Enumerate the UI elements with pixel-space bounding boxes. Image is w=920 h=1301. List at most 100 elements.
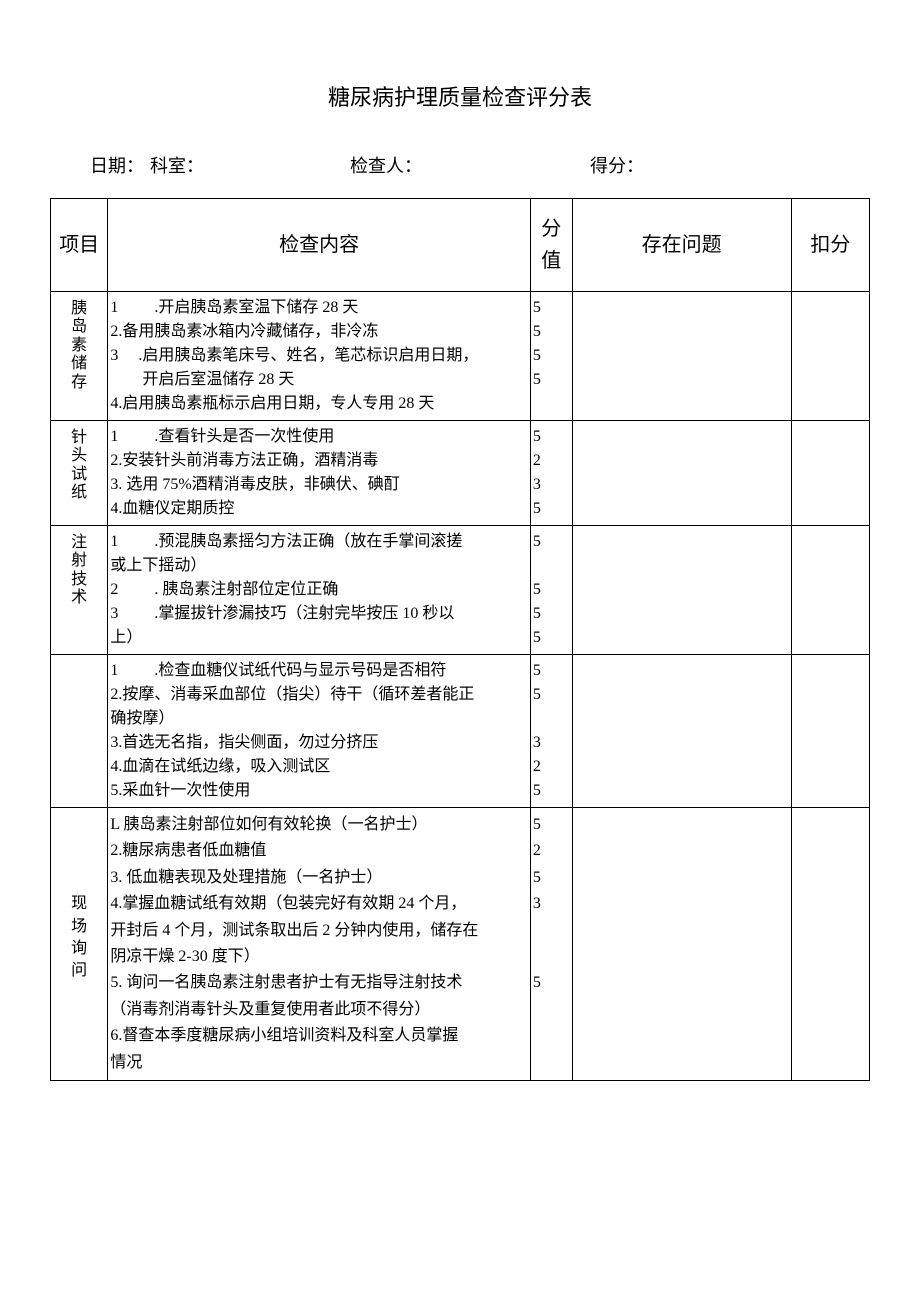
issue-cell (572, 292, 791, 421)
content-line: 2.糖尿病患者低血糖值 (110, 838, 526, 864)
content-line: 1 .开启胰岛素室温下储存 28 天 (110, 296, 526, 320)
score-cell: 55 325 (530, 655, 572, 808)
page-title: 糖尿病护理质量检查评分表 (50, 80, 870, 112)
content-line: 5. 询问一名胰岛素注射患者护士有无指导注射技术 (110, 970, 526, 996)
table-row: 针头试纸1 .查看针头是否一次性使用2.安装针头前消毒方法正确，酒精消毒3. 选… (51, 421, 870, 526)
category-cell: 针头试纸 (51, 421, 108, 526)
score-value: 5 (533, 368, 570, 392)
score-table: 项目 检查内容 分 值 存在问题 扣分 胰岛素储存1 .开启胰岛素室温下储存 2… (50, 198, 870, 1081)
table-body: 胰岛素储存1 .开启胰岛素室温下储存 28 天2.备用胰岛素冰箱内冷藏储存，非冷… (51, 292, 870, 1081)
score-value: 2 (533, 838, 570, 864)
category-cell: 注射技术 (51, 526, 108, 655)
score-value (533, 554, 570, 578)
content-line: 4.血滴在试纸边缘，吸入测试区 (110, 755, 526, 779)
score-value (533, 707, 570, 731)
content-line: 1 .预混胰岛素摇匀方法正确（放在手掌间滚搓 (110, 530, 526, 554)
table-row: 胰岛素储存1 .开启胰岛素室温下储存 28 天2.备用胰岛素冰箱内冷藏储存，非冷… (51, 292, 870, 421)
content-line: 3. 选用 75%酒精消毒皮肤，非碘伏、碘酊 (110, 473, 526, 497)
deduct-cell (791, 421, 869, 526)
content-line: 4.血糖仪定期质控 (110, 497, 526, 521)
content-line: 开启后室温储存 28 天 (110, 368, 526, 392)
issue-cell (572, 808, 791, 1081)
deduct-cell (791, 526, 869, 655)
deduct-cell (791, 808, 869, 1081)
issue-cell (572, 655, 791, 808)
score-cell: 5253 5 (530, 808, 572, 1081)
score-value: 3 (533, 473, 570, 497)
content-line: 2 . 胰岛素注射部位定位正确 (110, 578, 526, 602)
category-cell: 现场询问 (51, 808, 108, 1081)
score-value: 3 (533, 891, 570, 917)
table-row: 现场询问L 胰岛素注射部位如何有效轮换（一名护士）2.糖尿病患者低血糖值3. 低… (51, 808, 870, 1081)
score-value: 5 (533, 497, 570, 521)
score-value: 5 (533, 296, 570, 320)
content-line: 5.采血针一次性使用 (110, 779, 526, 803)
score-cell: 5 555 (530, 526, 572, 655)
issue-cell (572, 421, 791, 526)
score-value: 5 (533, 626, 570, 650)
content-cell: 1 .预混胰岛素摇匀方法正确（放在手掌间滚搓或上下摇动）2 . 胰岛素注射部位定… (108, 526, 531, 655)
content-line: 4.启用胰岛素瓶标示启用日期，专人专用 28 天 (110, 392, 526, 416)
score-value: 5 (533, 344, 570, 368)
score-value: 5 (533, 602, 570, 626)
table-header-row: 项目 检查内容 分 值 存在问题 扣分 (51, 199, 870, 292)
score-value: 5 (533, 683, 570, 707)
score-value: 5 (533, 659, 570, 683)
content-line: L 胰岛素注射部位如何有效轮换（一名护士） (110, 812, 526, 838)
deduct-cell (791, 292, 869, 421)
checker-label: 检查人： (350, 152, 590, 178)
issue-cell (572, 526, 791, 655)
score-value: 5 (533, 578, 570, 602)
table-row: 注射技术1 .预混胰岛素摇匀方法正确（放在手掌间滚搓或上下摇动）2 . 胰岛素注… (51, 526, 870, 655)
score-value: 2 (533, 755, 570, 779)
score-value: 5 (533, 865, 570, 891)
content-line: 或上下摇动） (110, 554, 526, 578)
th-content: 检查内容 (108, 199, 531, 292)
date-label: 日期： (90, 152, 150, 178)
category-cell: 胰岛素储存 (51, 292, 108, 421)
content-line: 3 .启用胰岛素笔床号、姓名，笔芯标识启用日期， (110, 344, 526, 368)
score-cell: 5235 (530, 421, 572, 526)
score-value (533, 918, 570, 944)
content-line: 1 .检查血糖仪试纸代码与显示号码是否相符 (110, 659, 526, 683)
th-deduct: 扣分 (791, 199, 869, 292)
score-cell: 5555 (530, 292, 572, 421)
score-value: 5 (533, 970, 570, 996)
th-issue: 存在问题 (572, 199, 791, 292)
content-line: 3. 低血糖表现及处理措施（一名护士） (110, 865, 526, 891)
deduct-cell (791, 655, 869, 808)
content-line: 2.备用胰岛素冰箱内冷藏储存，非冷冻 (110, 320, 526, 344)
content-line: 2.安装针头前消毒方法正确，酒精消毒 (110, 449, 526, 473)
score-value: 5 (533, 779, 570, 803)
content-line: 2.按摩、消毒采血部位（指尖）待干（循环差者能正 (110, 683, 526, 707)
score-label: 得分： (590, 152, 644, 178)
content-cell: 1 .检查血糖仪试纸代码与显示号码是否相符2.按摩、消毒采血部位（指尖）待干（循… (108, 655, 531, 808)
th-category: 项目 (51, 199, 108, 292)
content-line: 6.督查本季度糖尿病小组培训资料及科室人员掌握 (110, 1023, 526, 1049)
th-score: 分 值 (530, 199, 572, 292)
dept-label: 科室： (150, 152, 350, 178)
score-value: 3 (533, 731, 570, 755)
content-line: 上） (110, 626, 526, 650)
score-value: 5 (533, 425, 570, 449)
table-row: 1 .检查血糖仪试纸代码与显示号码是否相符2.按摩、消毒采血部位（指尖）待干（循… (51, 655, 870, 808)
content-cell: 1 .开启胰岛素室温下储存 28 天2.备用胰岛素冰箱内冷藏储存，非冷冻3 .启… (108, 292, 531, 421)
info-line: 日期：科室：检查人：得分： (50, 152, 870, 178)
content-cell: 1 .查看针头是否一次性使用2.安装针头前消毒方法正确，酒精消毒3. 选用 75… (108, 421, 531, 526)
content-line: 1 .查看针头是否一次性使用 (110, 425, 526, 449)
score-value: 5 (533, 530, 570, 554)
score-value (533, 944, 570, 970)
score-value: 5 (533, 320, 570, 344)
content-line: 3 .掌握拔针渗漏技巧（注射完毕按压 10 秒以 (110, 602, 526, 626)
content-line: 4.掌握血糖试纸有效期（包装完好有效期 24 个月， (110, 891, 526, 917)
score-value: 5 (533, 812, 570, 838)
category-cell (51, 655, 108, 808)
score-value: 2 (533, 449, 570, 473)
content-line: 阴凉干燥 2-30 度下） (110, 944, 526, 970)
content-line: 3.首选无名指，指尖侧面，勿过分挤压 (110, 731, 526, 755)
content-line: 确按摩） (110, 707, 526, 731)
content-cell: L 胰岛素注射部位如何有效轮换（一名护士）2.糖尿病患者低血糖值3. 低血糖表现… (108, 808, 531, 1081)
content-line: 情况 (110, 1050, 526, 1076)
content-line: （消毒剂消毒针头及重复使用者此项不得分） (110, 997, 526, 1023)
content-line: 开封后 4 个月，测试条取出后 2 分钟内使用，储存在 (110, 918, 526, 944)
